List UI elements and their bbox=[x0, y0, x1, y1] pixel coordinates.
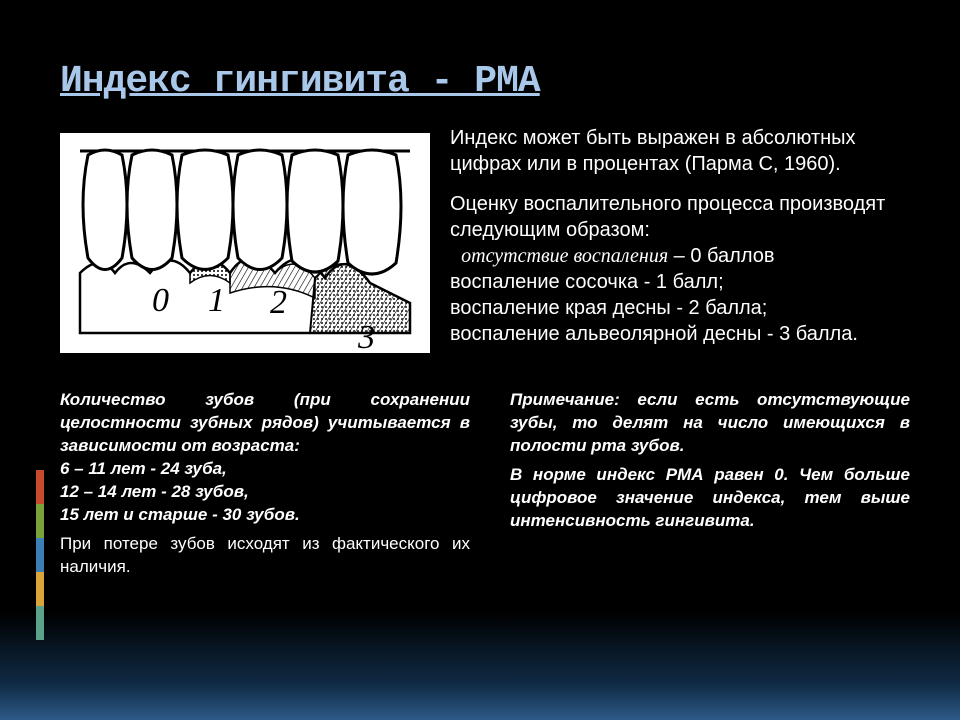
description-block: Индекс может быть выражен в абсолютных ц… bbox=[450, 123, 910, 361]
score-3: воспаление альвеолярной десны - 3 балла. bbox=[450, 323, 858, 345]
accent-seg bbox=[36, 606, 44, 640]
diagram-label-3: 3 bbox=[357, 319, 375, 353]
teeth-count-block: Количество зубов (при сохранении целостн… bbox=[60, 389, 470, 579]
accent-seg bbox=[36, 470, 44, 504]
accent-seg bbox=[36, 538, 44, 572]
accent-seg bbox=[36, 572, 44, 606]
accent-strip bbox=[36, 470, 44, 640]
count-c: 15 лет и старше - 30 зубов. bbox=[60, 504, 470, 527]
count-b: 12 – 14 лет - 28 зубов, bbox=[60, 481, 470, 504]
count-note: При потере зубов исходят из фактического… bbox=[60, 533, 470, 579]
intro-text: Индекс может быть выражен в абсолютных ц… bbox=[450, 125, 910, 177]
score-1: воспаление сосочка - 1 балл; bbox=[450, 271, 724, 293]
score-0-tail: – 0 баллов bbox=[668, 245, 774, 267]
slide: Индекс гингивита - РМА bbox=[0, 0, 960, 720]
gingiva-diagram: 0 1 2 3 bbox=[60, 133, 430, 353]
slide-title: Индекс гингивита - РМА bbox=[60, 60, 910, 103]
score-2: воспаление края десны - 2 балла; bbox=[450, 297, 767, 319]
diagram-label-1: 1 bbox=[208, 282, 225, 319]
score-0: отсутствие воспаления bbox=[461, 245, 668, 267]
diagram-label-0: 0 bbox=[152, 282, 169, 319]
count-a: 6 – 11 лет - 24 зуба, bbox=[60, 458, 470, 481]
assessment-text: Оценку воспалительного процесса производ… bbox=[450, 191, 910, 347]
upper-row: 0 1 2 3 Индекс может быть выражен в абсо… bbox=[60, 123, 910, 361]
lower-row: Количество зубов (при сохранении целостн… bbox=[60, 389, 910, 579]
teeth-svg: 0 1 2 3 bbox=[60, 133, 430, 353]
note-lead: Примечание: если есть отсутствующие зубы… bbox=[510, 389, 910, 458]
note-block: Примечание: если есть отсутствующие зубы… bbox=[510, 389, 910, 579]
count-lead: Количество зубов (при сохранении целостн… bbox=[60, 389, 470, 458]
accent-seg bbox=[36, 504, 44, 538]
note-body: В норме индекс РМА равен 0. Чем больше ц… bbox=[510, 464, 910, 533]
diagram-label-2: 2 bbox=[270, 284, 287, 321]
assessment-lead: Оценку воспалительного процесса производ… bbox=[450, 193, 885, 241]
